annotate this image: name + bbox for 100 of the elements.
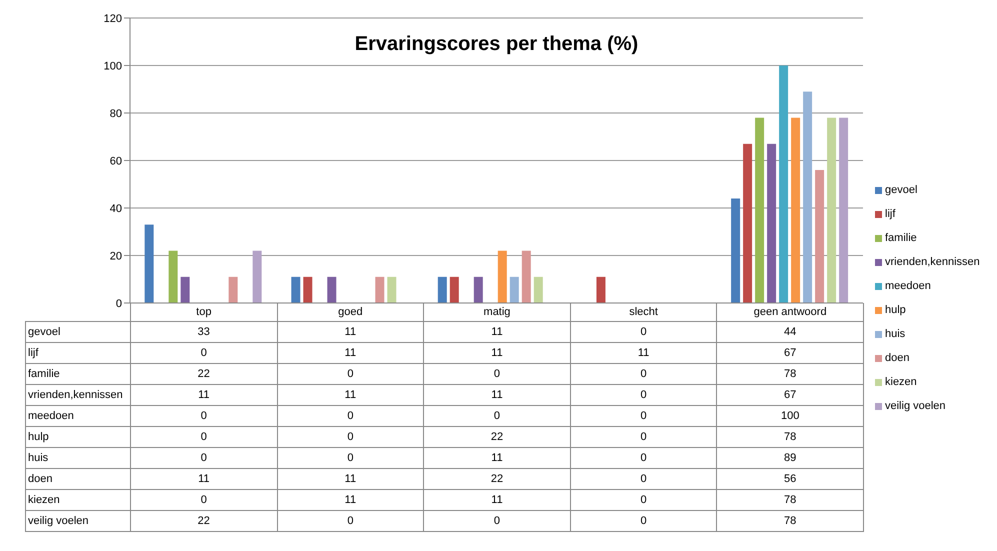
data-label: 0 xyxy=(277,405,424,426)
data-label: 0 xyxy=(277,363,424,384)
bar xyxy=(510,276,519,303)
data-label: 11 xyxy=(277,489,424,510)
text: gevoel xyxy=(28,326,60,338)
legend-label: kiezen xyxy=(885,375,917,390)
bar xyxy=(180,276,190,303)
data-label: 11 xyxy=(424,342,570,363)
bar xyxy=(144,224,154,303)
legend-label: meedoen xyxy=(885,279,931,294)
text: vrienden,kennissen xyxy=(28,388,123,400)
bar xyxy=(767,144,776,303)
bar xyxy=(327,276,336,303)
legend-label: vrienden,kennissen xyxy=(885,255,980,270)
y-tick-label: 120 xyxy=(104,12,122,25)
bar xyxy=(228,276,238,303)
text: hulp xyxy=(28,430,49,442)
bar xyxy=(450,276,459,303)
bar xyxy=(827,118,836,303)
data-label: 11 xyxy=(130,468,278,489)
data-label: 0 xyxy=(130,447,278,468)
data-label: 11 xyxy=(277,321,424,342)
bar xyxy=(303,276,312,303)
data-label: 11 xyxy=(277,342,424,363)
data-label: 22 xyxy=(424,426,570,447)
data-label: 89 xyxy=(716,447,864,468)
bar xyxy=(803,92,812,303)
text: huis xyxy=(28,452,48,464)
bar xyxy=(791,118,800,303)
data-label: 56 xyxy=(716,468,864,489)
legend-label: hulp xyxy=(885,303,906,318)
bar xyxy=(779,66,788,303)
data-label: 0 xyxy=(570,426,717,447)
text: kiezen xyxy=(28,494,60,506)
legend-label: huis xyxy=(885,327,906,342)
bar xyxy=(815,170,824,303)
data-label: 0 xyxy=(570,489,717,510)
data-label: 0 xyxy=(130,405,278,426)
data-label: 22 xyxy=(130,363,278,384)
data-label: 0 xyxy=(570,321,717,342)
data-label: 0 xyxy=(130,342,278,363)
data-label: 22 xyxy=(424,468,570,489)
bar xyxy=(474,276,483,303)
data-label: 0 xyxy=(570,510,717,531)
data-label: 100 xyxy=(716,405,864,426)
data-label: 0 xyxy=(570,447,717,468)
data-label: 44 xyxy=(716,321,864,342)
data-label: 78 xyxy=(716,363,864,384)
bar xyxy=(534,276,543,303)
y-tick-label: 80 xyxy=(110,108,122,120)
data-label: 0 xyxy=(130,489,278,510)
text: veilig voelen xyxy=(28,514,89,526)
data-label: 78 xyxy=(716,426,864,447)
text: lijf xyxy=(28,346,38,358)
data-label: 0 xyxy=(424,405,570,426)
bar xyxy=(839,118,848,303)
data-label: 11 xyxy=(424,384,570,405)
text: meedoen xyxy=(28,410,74,422)
bar xyxy=(498,250,507,303)
data-label: 0 xyxy=(277,426,424,447)
data-label: 11 xyxy=(277,468,424,489)
data-label: 0 xyxy=(570,363,717,384)
bar xyxy=(387,276,396,303)
data-label: 0 xyxy=(424,510,570,531)
legend-label: gevoel xyxy=(885,183,918,198)
text: familie xyxy=(28,368,60,380)
text: Ervaringscores per thema (%) xyxy=(354,33,640,56)
bar xyxy=(596,276,606,303)
bar xyxy=(522,250,531,303)
bar xyxy=(375,276,384,303)
bar xyxy=(731,198,740,303)
data-label: 0 xyxy=(277,447,424,468)
data-label: 0 xyxy=(424,363,570,384)
legend-label: doen xyxy=(885,351,910,366)
bar xyxy=(743,144,752,303)
data-label: 78 xyxy=(716,489,864,510)
data-label: 11 xyxy=(424,447,570,468)
data-label: 0 xyxy=(570,468,717,489)
data-label: 11 xyxy=(424,489,570,510)
data-label: 11 xyxy=(277,384,424,405)
data-label: 67 xyxy=(716,342,864,363)
data-label: 33 xyxy=(130,321,278,342)
data-label: 11 xyxy=(130,384,278,405)
y-tick-label: 20 xyxy=(110,250,122,262)
bar xyxy=(168,250,178,303)
data-label: 67 xyxy=(716,384,864,405)
bar xyxy=(291,276,300,303)
data-label: 0 xyxy=(277,510,424,531)
x-tick-label: goed xyxy=(277,303,424,321)
x-tick-label: geen antwoord xyxy=(716,303,864,321)
bar xyxy=(252,250,262,303)
data-label: 0 xyxy=(570,384,717,405)
y-tick-label: 40 xyxy=(110,202,122,215)
x-tick-label: slecht xyxy=(570,303,717,321)
data-label: 0 xyxy=(570,405,717,426)
y-tick-label: 100 xyxy=(104,60,122,72)
data-label: 0 xyxy=(130,426,278,447)
legend-label: familie xyxy=(885,231,917,246)
x-tick-label: matig xyxy=(424,303,570,321)
legend-label: lijf xyxy=(885,207,896,222)
